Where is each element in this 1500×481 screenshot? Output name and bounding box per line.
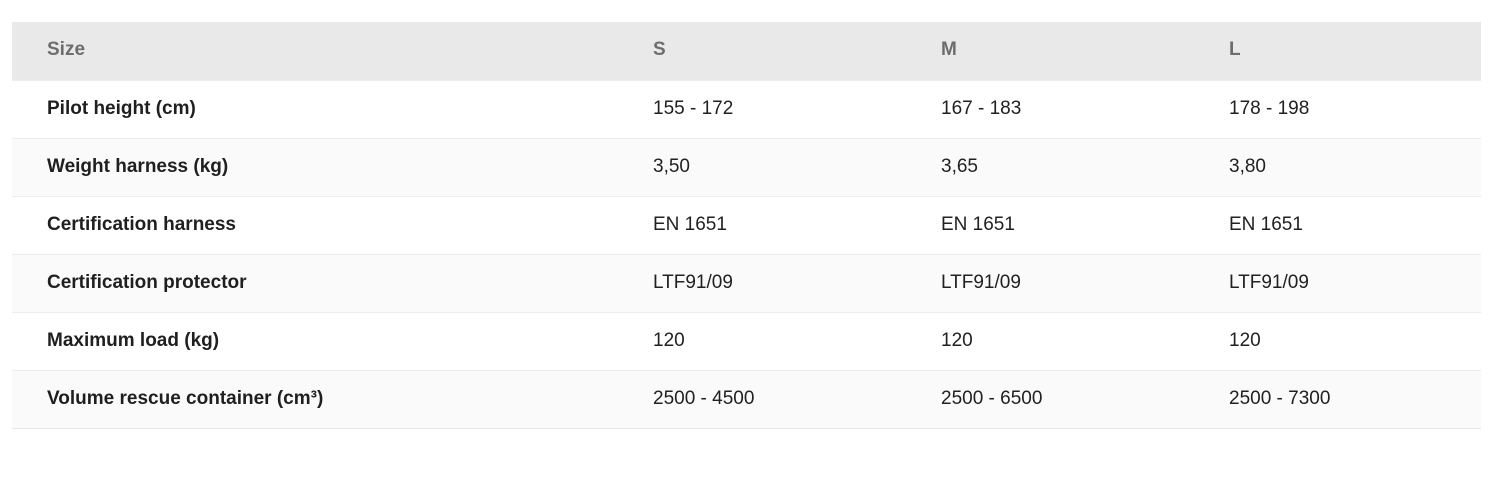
cell-value: LTF91/09 (618, 253, 906, 312)
row-label: Certification protector (12, 253, 618, 312)
cell-value: 120 (1194, 311, 1481, 370)
cell-value: EN 1651 (618, 195, 906, 254)
cell-value: 2500 - 7300 (1194, 369, 1481, 429)
table-header-row: Size S M L (12, 22, 1481, 80)
specifications-table: Size S M L Pilot height (cm) 155 - 172 1… (12, 22, 1481, 429)
cell-value: 2500 - 4500 (618, 369, 906, 429)
table-row-pilot-height: Pilot height (cm) 155 - 172 167 - 183 17… (12, 79, 1481, 138)
table-row-weight-harness: Weight harness (kg) 3,50 3,65 3,80 (12, 137, 1481, 196)
header-cell-size-l: L (1194, 22, 1481, 80)
cell-value: 3,65 (906, 137, 1194, 196)
cell-value: 120 (906, 311, 1194, 370)
row-label: Volume rescue container (cm³) (12, 369, 618, 429)
row-label: Weight harness (kg) (12, 137, 618, 196)
table-row-maximum-load: Maximum load (kg) 120 120 120 (12, 311, 1481, 370)
cell-value: 178 - 198 (1194, 79, 1481, 138)
header-cell-size-m: M (906, 22, 1194, 80)
cell-value: 3,80 (1194, 137, 1481, 196)
table-row-volume-rescue-container: Volume rescue container (cm³) 2500 - 450… (12, 369, 1481, 429)
cell-value: 2500 - 6500 (906, 369, 1194, 429)
cell-value: 120 (618, 311, 906, 370)
table-row-certification-harness: Certification harness EN 1651 EN 1651 EN… (12, 195, 1481, 254)
header-cell-size-s: S (618, 22, 906, 80)
cell-value: 167 - 183 (906, 79, 1194, 138)
cell-value: EN 1651 (906, 195, 1194, 254)
cell-value: EN 1651 (1194, 195, 1481, 254)
row-label: Maximum load (kg) (12, 311, 618, 370)
table-row-certification-protector: Certification protector LTF91/09 LTF91/0… (12, 253, 1481, 312)
row-label: Pilot height (cm) (12, 79, 618, 138)
cell-value: LTF91/09 (1194, 253, 1481, 312)
cell-value: 3,50 (618, 137, 906, 196)
cell-value: 155 - 172 (618, 79, 906, 138)
row-label: Certification harness (12, 195, 618, 254)
cell-value: LTF91/09 (906, 253, 1194, 312)
header-cell-size: Size (12, 22, 618, 80)
